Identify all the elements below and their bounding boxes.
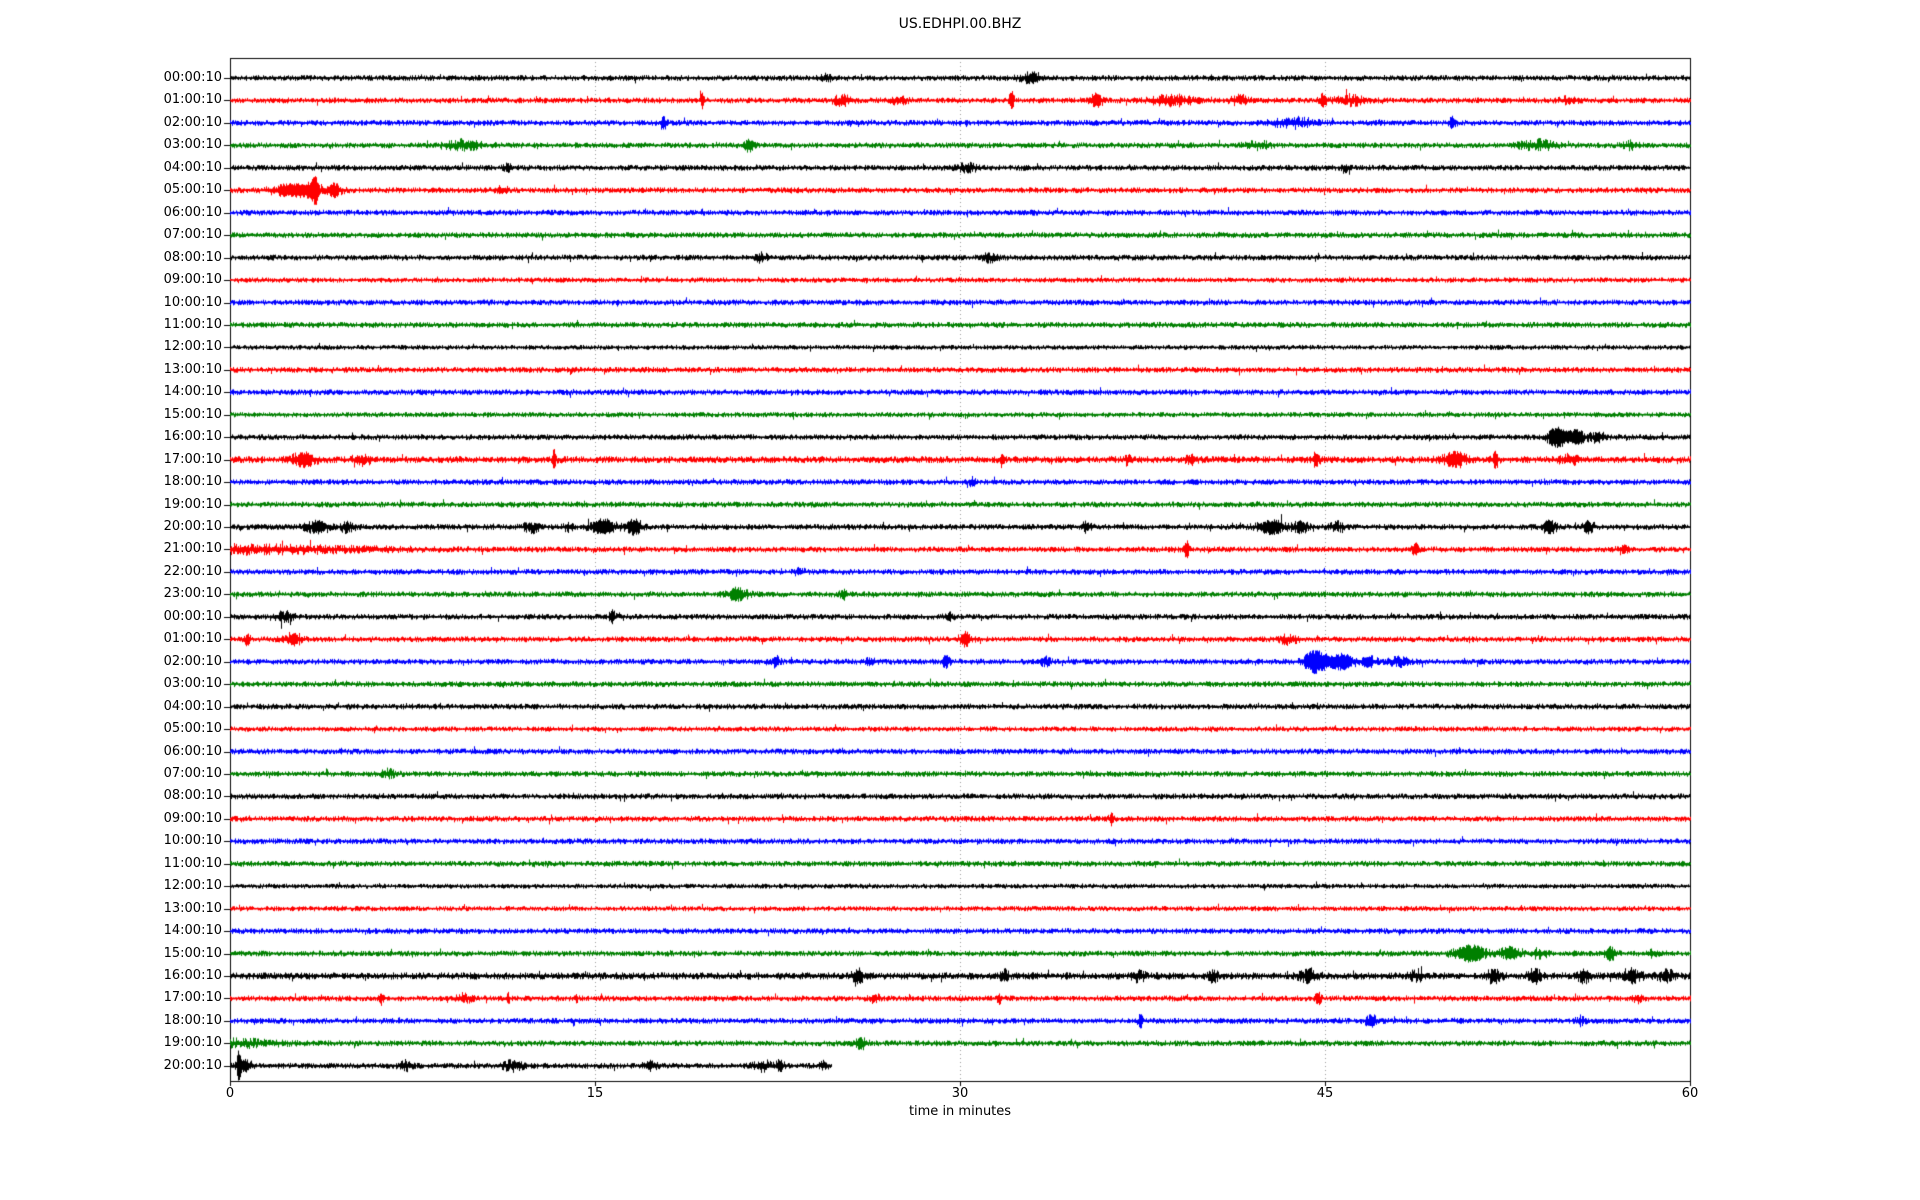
y-tick-label: 09:00:10 xyxy=(163,272,222,288)
y-tick-label: 22:00:10 xyxy=(163,563,222,579)
y-tick-label: 00:00:10 xyxy=(163,70,222,85)
y-tick-label: 05:00:10 xyxy=(163,721,222,737)
y-tick-label: 09:00:10 xyxy=(163,810,222,826)
y-tick-label: 08:00:10 xyxy=(163,249,222,265)
y-tick-label: 13:00:10 xyxy=(163,361,222,377)
y-tick-label: 20:00:10 xyxy=(163,1057,222,1073)
x-tick-label: 0 xyxy=(225,1086,235,1101)
y-tick-label: 03:00:10 xyxy=(163,676,222,692)
y-tick-label: 19:00:10 xyxy=(163,1035,222,1051)
y-tick-label: 16:00:10 xyxy=(163,968,222,983)
y-tick-label: 18:00:10 xyxy=(163,1012,222,1028)
y-tick-label: 13:00:10 xyxy=(163,900,222,916)
y-tick-label: 21:00:10 xyxy=(163,541,222,557)
y-tick-label: 15:00:10 xyxy=(163,406,222,422)
y-tick-label: 05:00:10 xyxy=(163,182,222,198)
x-tick-label: 30 xyxy=(951,1086,969,1101)
y-tick-label: 23:00:10 xyxy=(163,586,222,602)
y-tick-label: 17:00:10 xyxy=(163,451,222,467)
y-tick-label: 08:00:10 xyxy=(163,788,222,804)
y-tick-label: 02:00:10 xyxy=(163,653,222,669)
y-tick-label: 04:00:10 xyxy=(163,698,222,714)
y-tick-label: 03:00:10 xyxy=(163,137,222,153)
y-tick-label: 10:00:10 xyxy=(163,833,222,849)
x-tick-label: 45 xyxy=(1316,1086,1334,1101)
y-tick-label: 12:00:10 xyxy=(163,878,222,894)
y-tick-label: 10:00:10 xyxy=(163,294,222,310)
y-tick-label: 15:00:10 xyxy=(163,945,222,961)
y-tick-label: 19:00:10 xyxy=(163,496,222,512)
y-tick-label: 07:00:10 xyxy=(163,227,222,243)
x-tick-label: 15 xyxy=(586,1086,604,1101)
y-tick-label: 06:00:10 xyxy=(163,743,222,759)
y-tick-label: 01:00:10 xyxy=(163,92,222,108)
y-tick-label: 20:00:10 xyxy=(163,519,222,534)
y-tick-label: 18:00:10 xyxy=(163,474,222,490)
x-axis-title: time in minutes xyxy=(908,1104,1012,1119)
y-tick-label: 00:00:10 xyxy=(163,608,222,624)
y-tick-label: 11:00:10 xyxy=(163,316,222,332)
y-tick-label: 07:00:10 xyxy=(163,765,222,781)
y-tick-label: 02:00:10 xyxy=(163,114,222,130)
y-tick-label: 12:00:10 xyxy=(163,339,222,355)
y-tick-label: 17:00:10 xyxy=(163,990,222,1006)
y-tick-label: 14:00:10 xyxy=(163,384,222,400)
y-tick-label: 14:00:10 xyxy=(163,923,222,939)
y-tick-label: 04:00:10 xyxy=(163,159,222,175)
y-tick-label: 01:00:10 xyxy=(163,631,222,647)
y-tick-label: 16:00:10 xyxy=(163,429,222,445)
y-tick-label: 11:00:10 xyxy=(163,855,222,871)
y-tick-label: 06:00:10 xyxy=(163,204,222,220)
x-tick-label: 60 xyxy=(1681,1086,1699,1101)
